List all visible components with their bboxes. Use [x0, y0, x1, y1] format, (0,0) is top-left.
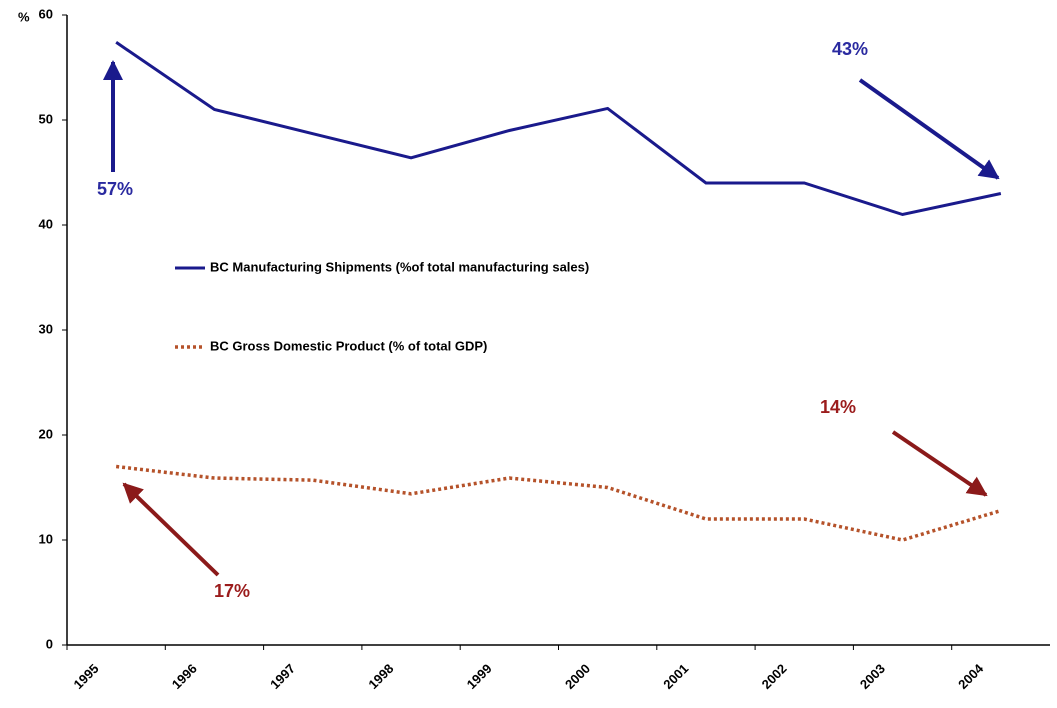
y-axis-label: %	[18, 9, 30, 24]
annotation: 14%	[820, 397, 856, 417]
x-tick-label: 2004	[955, 660, 987, 692]
y-tick-label: 40	[39, 216, 53, 231]
series-line	[115, 41, 1002, 217]
y-tick-label: 30	[39, 321, 53, 336]
x-tick-label: 2000	[562, 661, 593, 692]
x-tick-label: 1998	[365, 661, 396, 692]
legend-label: BC Manufacturing Shipments (%of total ma…	[210, 259, 589, 274]
x-tick-label: 1995	[70, 661, 101, 692]
annotation: 17%	[214, 581, 250, 601]
arrow	[891, 430, 988, 497]
arrow	[858, 78, 1000, 180]
x-tick-label: 1999	[464, 661, 495, 692]
y-tick-label: 60	[39, 6, 53, 21]
annotation: 43%	[832, 39, 868, 59]
x-tick-label: 1996	[169, 661, 200, 692]
x-tick-label: 2001	[660, 661, 691, 692]
annotation: 57%	[97, 179, 133, 199]
series-line	[115, 464, 1002, 542]
x-tick-label: 2002	[759, 661, 790, 692]
legend-label: BC Gross Domestic Product (% of total GD…	[210, 338, 487, 353]
x-tick-label: 1997	[267, 661, 298, 692]
y-tick-label: 20	[39, 426, 53, 441]
x-tick-label: 2003	[857, 661, 888, 692]
y-tick-label: 10	[39, 531, 53, 546]
y-tick-label: 0	[46, 636, 53, 651]
y-tick-label: 50	[39, 111, 53, 126]
arrow	[122, 482, 220, 577]
